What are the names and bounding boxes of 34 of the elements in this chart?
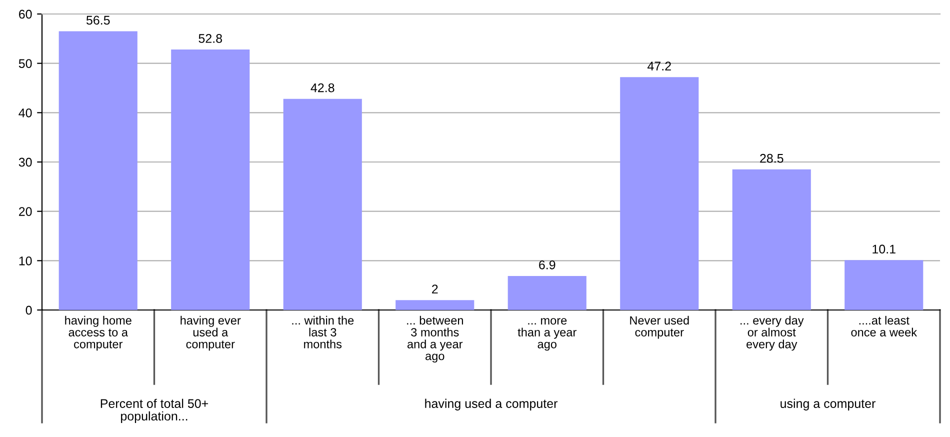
x-tick-label: having home access to a computer <box>65 316 132 351</box>
x-tick-label: ... more than a year ago <box>518 318 576 351</box>
y-tick-label: 10 <box>19 256 32 266</box>
text: having used a computer <box>425 398 558 410</box>
data-label: 6.9 <box>539 260 556 270</box>
y-tick-label: 20 <box>19 207 32 216</box>
y-tick-label: 30 <box>18 158 32 167</box>
x-tick-label: ....at least once a week <box>851 316 918 336</box>
y-tick-label: 0 <box>26 306 32 315</box>
text: Percent of total 50+ population... <box>100 398 208 424</box>
y-tick-label: 60 <box>19 10 32 19</box>
bar <box>620 77 699 310</box>
text: using a computer <box>780 398 876 410</box>
x-tick-label: ... between 3 months and a year ago <box>407 316 463 363</box>
data-label: 42.8 <box>310 83 334 92</box>
data-label: 10.1 <box>872 244 896 254</box>
x-tick-label: Never used computer <box>630 316 689 339</box>
data-label: 2 <box>432 284 438 294</box>
data-label: 28.5 <box>760 154 784 163</box>
bar <box>58 31 138 310</box>
x-tick-label: ... every day or almost every day <box>740 316 804 351</box>
bar <box>171 50 250 310</box>
y-tick-label: 40 <box>18 108 32 118</box>
data-label: 52.8 <box>198 34 222 43</box>
data-label: 47.2 <box>648 62 671 70</box>
x-tick-label: ... within the last 3 months <box>292 316 354 348</box>
x-tick-label: having ever used a computer <box>180 316 241 351</box>
bar <box>396 300 474 310</box>
bar <box>283 98 362 310</box>
bar <box>508 276 586 310</box>
bar <box>844 260 924 310</box>
y-tick-label: 50 <box>18 59 32 68</box>
data-label: 56.5 <box>86 16 110 25</box>
bar <box>732 169 811 310</box>
